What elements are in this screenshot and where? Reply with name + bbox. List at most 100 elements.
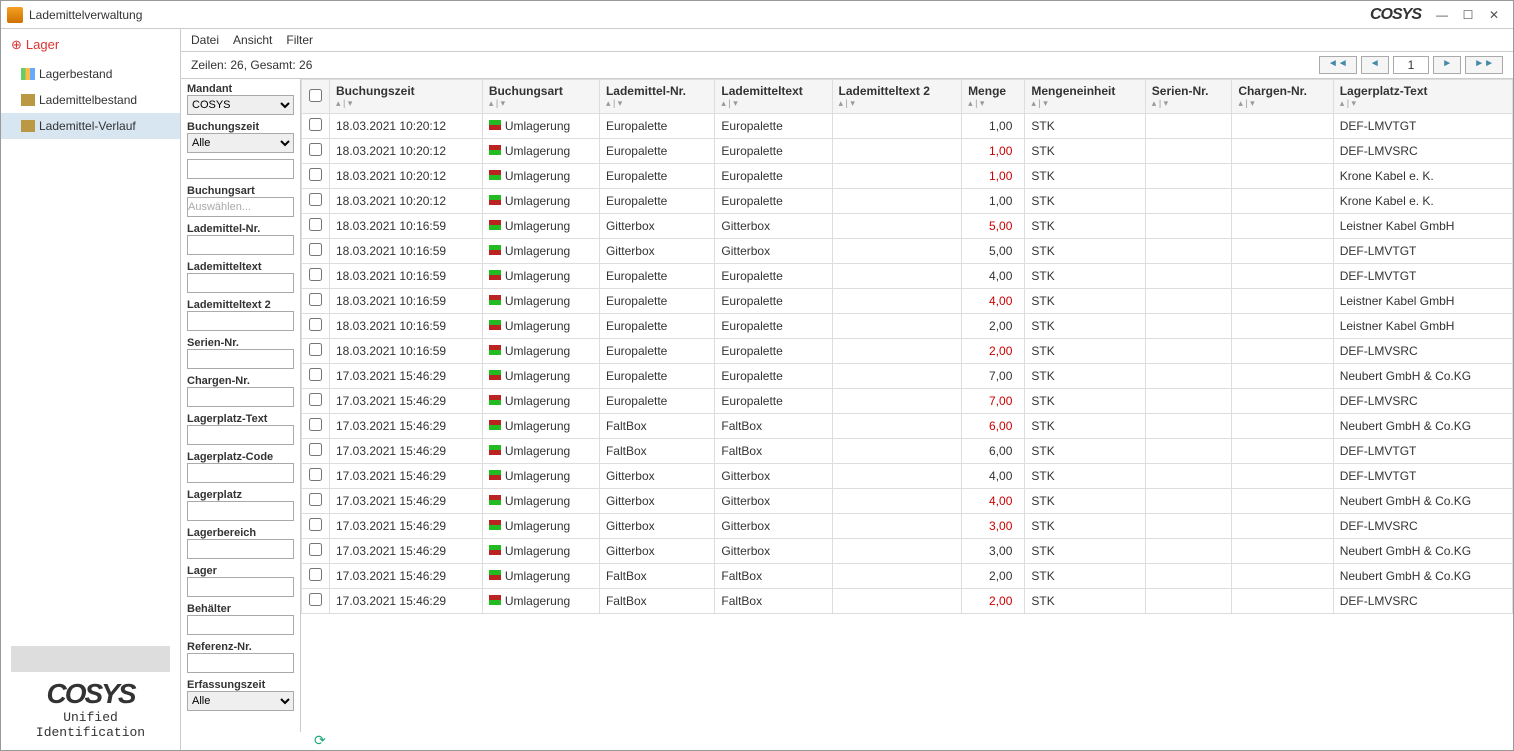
- filter-select[interactable]: Alle: [187, 133, 294, 153]
- table-row[interactable]: 17.03.2021 15:46:29UmlagerungGitterboxGi…: [302, 489, 1513, 514]
- menu-ansicht[interactable]: Ansicht: [233, 33, 272, 47]
- row-checkbox[interactable]: [309, 518, 322, 531]
- table-row[interactable]: 18.03.2021 10:20:12UmlagerungEuropalette…: [302, 114, 1513, 139]
- col-Menge[interactable]: Menge▴ | ▾: [962, 80, 1025, 114]
- table-row[interactable]: 17.03.2021 15:46:29UmlagerungGitterboxGi…: [302, 464, 1513, 489]
- row-checkbox[interactable]: [309, 418, 322, 431]
- table-row[interactable]: 17.03.2021 15:46:29UmlagerungGitterboxGi…: [302, 514, 1513, 539]
- cell-menge: 3,00: [962, 539, 1025, 564]
- row-checkbox[interactable]: [309, 568, 322, 581]
- row-checkbox[interactable]: [309, 193, 322, 206]
- col-Chargen-Nr.[interactable]: Chargen-Nr.▴ | ▾: [1232, 80, 1333, 114]
- cell-buchungszeit: 18.03.2021 10:20:12: [330, 164, 483, 189]
- filter-input[interactable]: [187, 653, 294, 673]
- table-row[interactable]: 17.03.2021 15:46:29UmlagerungFaltBoxFalt…: [302, 439, 1513, 464]
- filter-input[interactable]: [187, 311, 294, 331]
- filter-input[interactable]: [187, 425, 294, 445]
- page-last-button[interactable]: ►►: [1465, 56, 1503, 74]
- table-row[interactable]: 18.03.2021 10:16:59UmlagerungEuropalette…: [302, 289, 1513, 314]
- col-Serien-Nr.[interactable]: Serien-Nr.▴ | ▾: [1145, 80, 1232, 114]
- table-row[interactable]: 18.03.2021 10:16:59UmlagerungEuropalette…: [302, 314, 1513, 339]
- filter-select[interactable]: Alle: [187, 691, 294, 711]
- cell-chargen-nr: [1232, 464, 1333, 489]
- filter-input[interactable]: [187, 387, 294, 407]
- row-checkbox[interactable]: [309, 268, 322, 281]
- col-checkbox[interactable]: [302, 80, 330, 114]
- statusbar: Zeilen: 26, Gesamt: 26 ◄◄ ◄ 1 ► ►►: [181, 52, 1513, 79]
- filter-input[interactable]: [187, 615, 294, 635]
- cell-lademitteltext2: [832, 439, 962, 464]
- col-Lademitteltext 2[interactable]: Lademitteltext 2▴ | ▾: [832, 80, 962, 114]
- filter-Lager: Lager: [187, 565, 294, 597]
- sidebar-item-lagerbestand[interactable]: Lagerbestand: [1, 61, 180, 87]
- row-checkbox[interactable]: [309, 443, 322, 456]
- refresh-icon[interactable]: ⟳: [314, 732, 326, 749]
- row-checkbox[interactable]: [309, 393, 322, 406]
- table-row[interactable]: 18.03.2021 10:20:12UmlagerungEuropalette…: [302, 189, 1513, 214]
- filter-input[interactable]: [187, 349, 294, 369]
- filter-label: Mandant: [187, 83, 294, 95]
- row-checkbox[interactable]: [309, 243, 322, 256]
- row-checkbox[interactable]: [309, 318, 322, 331]
- row-checkbox[interactable]: [309, 118, 322, 131]
- horizontal-scrollbar[interactable]: ⟳: [181, 732, 1513, 750]
- row-checkbox[interactable]: [309, 468, 322, 481]
- select-all-checkbox[interactable]: [309, 89, 322, 102]
- cell-lademitteltext: Europalette: [715, 364, 832, 389]
- filter-input[interactable]: [187, 235, 294, 255]
- minimize-button[interactable]: —: [1429, 5, 1455, 25]
- table-row[interactable]: 17.03.2021 15:46:29UmlagerungFaltBoxFalt…: [302, 589, 1513, 614]
- cell-chargen-nr: [1232, 414, 1333, 439]
- table-row[interactable]: 17.03.2021 15:46:29UmlagerungFaltBoxFalt…: [302, 414, 1513, 439]
- page-prev-button[interactable]: ◄: [1361, 56, 1389, 74]
- menu-filter[interactable]: Filter: [286, 33, 313, 47]
- row-checkbox[interactable]: [309, 543, 322, 556]
- filter-input[interactable]: [187, 273, 294, 293]
- table-row[interactable]: 17.03.2021 15:46:29UmlagerungGitterboxGi…: [302, 539, 1513, 564]
- filter-input[interactable]: [187, 197, 294, 217]
- row-checkbox[interactable]: [309, 168, 322, 181]
- filter-input[interactable]: [187, 501, 294, 521]
- maximize-button[interactable]: ☐: [1455, 5, 1481, 25]
- row-checkbox[interactable]: [309, 368, 322, 381]
- page-first-button[interactable]: ◄◄: [1319, 56, 1357, 74]
- table-row[interactable]: 17.03.2021 15:46:29UmlagerungEuropalette…: [302, 389, 1513, 414]
- sidebar-header[interactable]: Lager: [1, 29, 180, 61]
- col-Buchungszeit[interactable]: Buchungszeit▴ | ▾: [330, 80, 483, 114]
- filter-label: Lagerplatz-Code: [187, 451, 294, 463]
- page-next-button[interactable]: ►: [1433, 56, 1461, 74]
- filter-input[interactable]: [187, 159, 294, 179]
- row-checkbox[interactable]: [309, 343, 322, 356]
- table-row[interactable]: 18.03.2021 10:20:12UmlagerungEuropalette…: [302, 139, 1513, 164]
- col-Buchungsart[interactable]: Buchungsart▴ | ▾: [482, 80, 599, 114]
- table-row[interactable]: 18.03.2021 10:16:59UmlagerungEuropalette…: [302, 264, 1513, 289]
- direction-icon: [489, 220, 501, 230]
- filter-input[interactable]: [187, 539, 294, 559]
- filter-input[interactable]: [187, 577, 294, 597]
- table-row[interactable]: 17.03.2021 15:46:29UmlagerungEuropalette…: [302, 364, 1513, 389]
- cell-menge: 1,00: [962, 189, 1025, 214]
- filter-Lademittel-Nr.: Lademittel-Nr.: [187, 223, 294, 255]
- cell-serien-nr: [1145, 214, 1232, 239]
- filter-input[interactable]: [187, 463, 294, 483]
- table-row[interactable]: 18.03.2021 10:16:59UmlagerungEuropalette…: [302, 339, 1513, 364]
- col-Mengeneinheit[interactable]: Mengeneinheit▴ | ▾: [1025, 80, 1145, 114]
- sidebar-item-lademittel-verlauf[interactable]: Lademittel-Verlauf: [1, 113, 180, 139]
- col-Lagerplatz-Text[interactable]: Lagerplatz-Text▴ | ▾: [1333, 80, 1512, 114]
- row-checkbox[interactable]: [309, 293, 322, 306]
- table-row[interactable]: 18.03.2021 10:16:59UmlagerungGitterboxGi…: [302, 239, 1513, 264]
- table-row[interactable]: 18.03.2021 10:20:12UmlagerungEuropalette…: [302, 164, 1513, 189]
- row-checkbox[interactable]: [309, 593, 322, 606]
- sidebar-item-lademittelbestand[interactable]: Lademittelbestand: [1, 87, 180, 113]
- row-checkbox[interactable]: [309, 493, 322, 506]
- menu-datei[interactable]: Datei: [191, 33, 219, 47]
- row-checkbox[interactable]: [309, 218, 322, 231]
- filter-select[interactable]: COSYS: [187, 95, 294, 115]
- table-row[interactable]: 18.03.2021 10:16:59UmlagerungGitterboxGi…: [302, 214, 1513, 239]
- table-row[interactable]: 17.03.2021 15:46:29UmlagerungFaltBoxFalt…: [302, 564, 1513, 589]
- col-Lademittel-Nr.[interactable]: Lademittel-Nr.▴ | ▾: [599, 80, 714, 114]
- close-button[interactable]: ✕: [1481, 5, 1507, 25]
- row-checkbox[interactable]: [309, 143, 322, 156]
- col-Lademitteltext[interactable]: Lademitteltext▴ | ▾: [715, 80, 832, 114]
- sort-icon: ▴ | ▾: [489, 98, 593, 109]
